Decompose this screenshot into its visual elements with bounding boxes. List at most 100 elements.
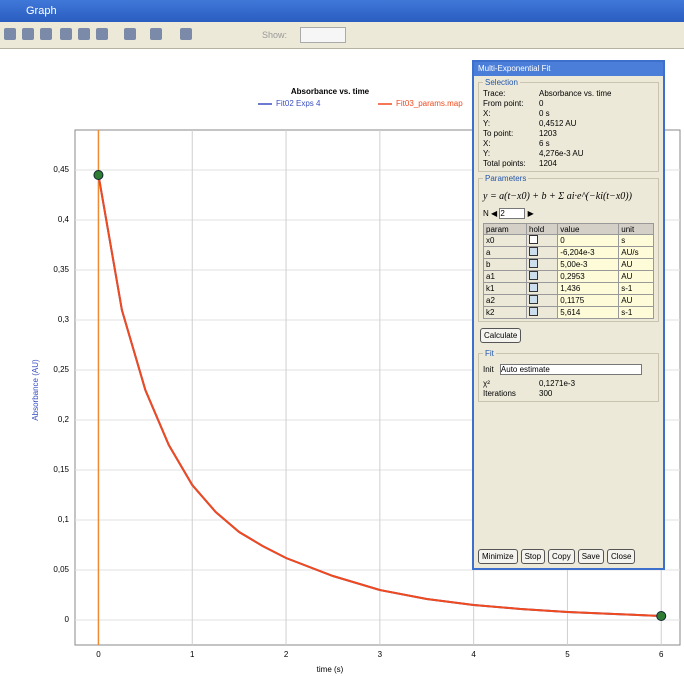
selection-value: 1204 — [539, 159, 557, 168]
selection-value: Absorbance vs. time — [539, 89, 612, 98]
show-dropdown[interactable] — [300, 27, 346, 43]
selection-row: X: 6 s — [483, 139, 654, 149]
tool-zoom-out[interactable] — [78, 28, 90, 40]
param-name: a2 — [482, 294, 528, 307]
param-row: x0 0 s — [482, 234, 654, 247]
y-tick-label: 0,3 — [58, 315, 70, 324]
tool-move[interactable] — [22, 28, 34, 40]
dialog-button[interactable]: Close — [606, 549, 636, 564]
title-bar: Graph — [0, 0, 684, 22]
n-label: N — [483, 209, 489, 218]
selection-value: 0,4512 AU — [539, 119, 577, 128]
param-name: a — [482, 246, 528, 259]
dialog-button[interactable]: Save — [577, 549, 604, 564]
selection-key: Y: — [483, 149, 491, 158]
param-name: k1 — [482, 282, 528, 295]
param-header: hold — [526, 223, 559, 235]
calculate-button[interactable]: Calculate — [480, 328, 522, 343]
selection-key: Trace: — [483, 89, 506, 98]
param-name: k2 — [482, 306, 528, 319]
hold-checkbox[interactable] — [529, 283, 539, 292]
y-axis-label: Absorbance (AU) — [31, 359, 40, 421]
param-name: b — [482, 258, 528, 271]
x-tick-label: 5 — [565, 650, 570, 659]
param-unit: AU — [618, 294, 654, 307]
y-tick-label: 0,35 — [53, 265, 69, 274]
series-line — [97, 174, 662, 617]
param-value: -6,204e-3 — [557, 246, 620, 259]
param-unit: s-1 — [618, 282, 654, 295]
param-value: 0,2953 — [557, 270, 620, 283]
selection-value: 1203 — [539, 129, 557, 138]
param-table: param hold value unit x0 0 s a -6,204e-3 AU/s b 5,0… — [482, 223, 654, 319]
hold-checkbox[interactable] — [529, 259, 539, 268]
param-row: b 5,00e-3 AU — [482, 258, 654, 271]
selection-group: Selection Trace: Absorbance vs. time From … — [478, 78, 659, 172]
hold-checkbox[interactable] — [529, 295, 539, 304]
legend-label: Fit02 Exps 4 — [276, 99, 321, 108]
selection-rows: Trace: Absorbance vs. time From point: 0 X: 0… — [483, 89, 654, 169]
dialog-title: Multi-Exponential Fit — [474, 62, 663, 76]
tool-sum[interactable] — [150, 28, 162, 40]
hold-checkbox[interactable] — [529, 247, 539, 256]
fit-dialog: Multi-Exponential Fit Selection Trace: Ab… — [472, 60, 665, 570]
selection-key: From point: — [483, 99, 524, 108]
toolbar: Show: — [0, 22, 684, 49]
hold-checkbox[interactable] — [529, 307, 539, 316]
tool-pan[interactable] — [4, 28, 16, 40]
param-header: unit — [618, 223, 654, 235]
dialog-button[interactable]: Minimize — [478, 549, 518, 564]
param-row: k2 5,614 s-1 — [482, 306, 654, 319]
init-label: Init — [483, 365, 494, 374]
param-name: x0 — [482, 234, 528, 247]
selection-value: 4,276e-3 AU — [539, 149, 584, 158]
dialog-button[interactable]: Stop — [520, 549, 546, 564]
param-hold — [526, 294, 559, 307]
param-hold — [526, 282, 559, 295]
selection-marker — [93, 170, 104, 180]
selection-heading: Selection — [485, 78, 518, 87]
tool-select[interactable] — [40, 28, 52, 40]
param-value: 5,614 — [557, 306, 620, 319]
selection-key: To point: — [483, 129, 514, 138]
param-name: a1 — [482, 270, 528, 283]
selection-key: Y: — [483, 119, 491, 128]
x-tick-label: 1 — [190, 650, 195, 659]
parameters-heading: Parameters — [485, 174, 527, 183]
n-input[interactable]: 2 — [499, 208, 526, 219]
parameters-group: Parameters y = a(t−x0) + b + Σ ai·e^(−ki… — [478, 174, 659, 322]
selection-key: X: — [483, 139, 491, 148]
hold-checkbox[interactable] — [529, 271, 539, 280]
tool-fit[interactable] — [124, 28, 136, 40]
selection-row: Y: 0,4512 AU — [483, 119, 654, 129]
y-tick-label: 0,2 — [58, 415, 70, 424]
selection-row: Y: 4,276e-3 AU — [483, 149, 654, 159]
tool-zoom-reset[interactable] — [96, 28, 108, 40]
chart-title: Absorbance vs. time — [291, 87, 370, 96]
param-row: a1 0,2953 AU — [482, 270, 654, 283]
param-row: a -6,204e-3 AU/s — [482, 246, 654, 259]
param-unit: AU — [618, 258, 654, 271]
param-value: 0,1175 — [557, 294, 620, 307]
selection-row: Total points: 1204 — [483, 159, 654, 169]
selection-marker — [656, 611, 667, 621]
formula: y = a(t−x0) + b + Σ ai·e^(−ki(t−x0)) — [483, 191, 632, 202]
selection-row: To point: 1203 — [483, 129, 654, 139]
tool-zoom-in[interactable] — [60, 28, 72, 40]
dialog-button[interactable]: Copy — [548, 549, 575, 564]
param-hold — [526, 270, 559, 283]
show-label: Show: — [262, 30, 288, 40]
param-row: k1 1,436 s-1 — [482, 282, 654, 295]
tool-func[interactable] — [180, 28, 192, 40]
selection-value: 0 s — [539, 109, 550, 118]
iter-label: Iterations — [483, 389, 516, 398]
selection-value: 6 s — [539, 139, 550, 148]
param-hold — [526, 234, 559, 247]
selection-row: Trace: Absorbance vs. time — [483, 89, 654, 99]
x-axis-label: time (s) — [317, 665, 344, 674]
init-dropdown[interactable]: Auto estimate — [499, 364, 642, 375]
chi-label: χ² — [483, 379, 490, 388]
param-value: 0 — [557, 234, 620, 247]
hold-checkbox[interactable] — [529, 235, 539, 244]
